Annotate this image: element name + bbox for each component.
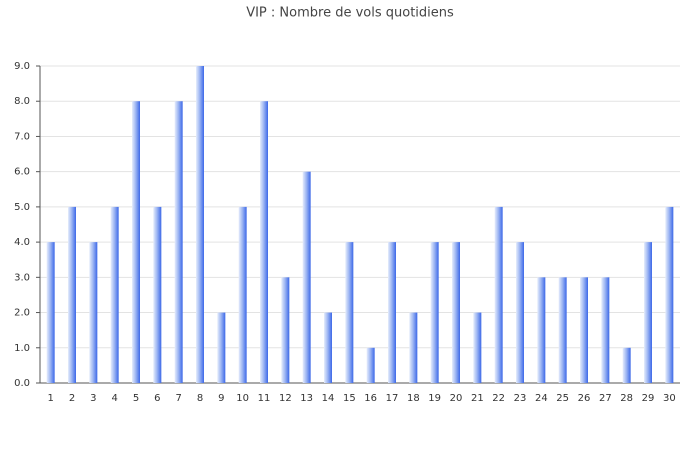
x-tick-label: 12: [279, 393, 292, 404]
bar: [89, 242, 98, 383]
bar: [452, 242, 460, 383]
bar: [302, 171, 311, 383]
x-tick-label: 3: [90, 393, 96, 404]
bar: [580, 277, 588, 383]
x-tick-label: 14: [322, 393, 335, 404]
bar: [409, 312, 418, 383]
x-tick-label: 7: [175, 393, 181, 404]
y-tick-label: 4.0: [14, 237, 30, 248]
bar: [644, 242, 652, 383]
bar: [473, 312, 482, 383]
bar: [174, 101, 183, 383]
bar: [516, 242, 524, 383]
bar: [601, 277, 610, 383]
y-tick-label: 5.0: [14, 202, 30, 213]
y-tick-label: 7.0: [14, 131, 30, 142]
x-tick-label: 2: [69, 393, 75, 404]
x-tick-label: 1: [47, 393, 53, 404]
bar: [366, 347, 375, 383]
bar: [622, 347, 631, 383]
x-tick-label: 11: [258, 393, 271, 404]
bar: [217, 312, 226, 383]
x-tick-label: 6: [154, 393, 160, 404]
bar: [46, 242, 55, 383]
bar: [281, 277, 290, 383]
x-tick-label: 24: [535, 393, 548, 404]
x-tick-label: 22: [492, 393, 505, 404]
x-tick-label: 26: [578, 393, 591, 404]
x-tick-label: 30: [663, 393, 676, 404]
x-tick-label: 25: [556, 393, 569, 404]
x-tick-label: 27: [599, 393, 612, 404]
y-tick-label: 0.0: [14, 378, 30, 389]
bar: [665, 206, 674, 383]
bar: [132, 101, 140, 383]
bar: [260, 101, 268, 383]
bar: [196, 66, 204, 383]
chart-title: VIP : Nombre de vols quotidiens: [246, 6, 454, 21]
x-tick-label: 15: [343, 393, 356, 404]
y-tick-label: 6.0: [14, 167, 30, 178]
bar: [238, 206, 247, 383]
y-tick-label: 2.0: [14, 308, 30, 319]
bar: [388, 242, 396, 383]
x-tick-label: 9: [218, 393, 224, 404]
x-tick-label: 4: [111, 393, 117, 404]
x-tick-label: 16: [364, 393, 377, 404]
x-tick-label: 8: [197, 393, 203, 404]
y-tick-label: 9.0: [14, 61, 30, 72]
x-tick-label: 18: [407, 393, 420, 404]
x-tick-label: 21: [471, 393, 484, 404]
bar: [494, 206, 503, 383]
bar: [110, 206, 119, 383]
x-tick-label: 20: [450, 393, 463, 404]
bar: [153, 206, 162, 383]
x-tick-label: 10: [236, 393, 249, 404]
x-tick-label: 29: [642, 393, 655, 404]
bar: [324, 312, 332, 383]
bar: [537, 277, 546, 383]
x-tick-label: 13: [300, 393, 313, 404]
y-tick-label: 8.0: [14, 96, 30, 107]
x-tick-label: 5: [133, 393, 139, 404]
x-tick-label: 19: [428, 393, 441, 404]
bar: [430, 242, 439, 383]
bar: [558, 277, 567, 383]
bar: [68, 206, 76, 383]
x-tick-label: 28: [620, 393, 633, 404]
x-tick-label: 23: [514, 393, 527, 404]
y-tick-label: 1.0: [14, 343, 30, 354]
y-tick-label: 3.0: [14, 272, 30, 283]
x-tick-label: 17: [386, 393, 399, 404]
bar: [345, 242, 354, 383]
